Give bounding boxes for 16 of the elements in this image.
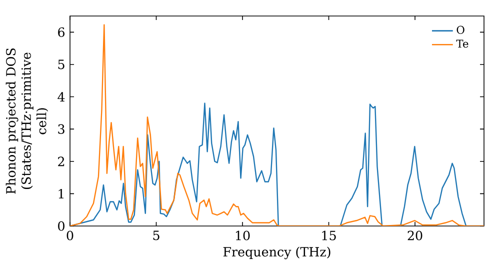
x-tick-label: 5 xyxy=(153,230,160,240)
x-tick-label: 0 xyxy=(66,230,74,240)
y-tick-label: 2 xyxy=(58,156,64,166)
y-tick-label: 6 xyxy=(58,27,64,37)
y-axis-title: Phonon projected DOS (States/THz·primitive cell) xyxy=(6,48,48,194)
x-axis-title: Frequency (THz) xyxy=(223,246,330,260)
y-tick-label: 3 xyxy=(58,124,64,134)
y-tick-label: 4 xyxy=(58,92,65,102)
y-tick-label: 1 xyxy=(58,188,64,198)
legend-label: Te xyxy=(456,40,468,48)
x-tick-label: 10 xyxy=(236,230,250,240)
x-tick-label: 20 xyxy=(408,230,422,240)
y-tick-label: 0 xyxy=(58,221,64,231)
y-tick-label: 5 xyxy=(58,60,64,70)
legend-label: O xyxy=(456,26,464,34)
x-tick-label: 15 xyxy=(322,230,336,240)
